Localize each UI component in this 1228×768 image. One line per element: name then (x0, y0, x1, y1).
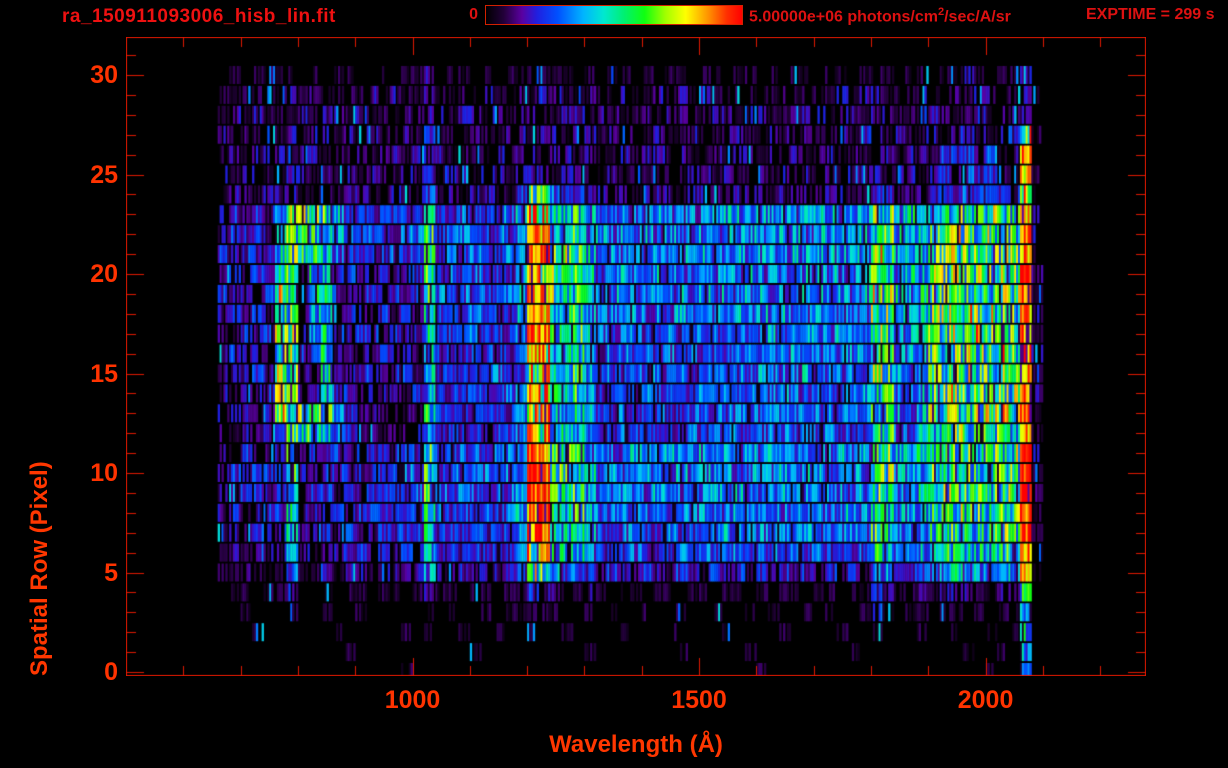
heatmap-canvas (126, 37, 1146, 676)
y-tick-label: 5 (104, 558, 118, 587)
page-title: ra_150911093006_hisb_lin.fit (62, 6, 336, 27)
y-axis-title: Spatial Row (Pixel) (26, 461, 53, 676)
x-tick-label: 1000 (384, 686, 441, 714)
colorbar-max-label: 5.00000e+06 photons/cm2/sec/A/sr (749, 6, 1011, 26)
colorbar-min-label: 0 (469, 6, 478, 23)
y-tick-label: 0 (104, 658, 118, 686)
y-tick-label: 20 (90, 260, 118, 288)
x-tick-label: 2000 (957, 686, 1014, 714)
x-axis-title: Wavelength (Å) (549, 731, 723, 758)
colorbar-unit-pre: photons/cm (842, 8, 938, 26)
y-tick-label: 30 (90, 61, 118, 89)
y-tick-label: 25 (90, 160, 118, 189)
colorbar (485, 5, 743, 25)
colorbar-max-value: 5.00000e+06 (749, 8, 843, 26)
exptime-label: EXPTIME = 299 s (1086, 6, 1215, 23)
y-tick-label: 10 (90, 459, 118, 487)
x-tick-label: 1500 (671, 686, 727, 714)
colorbar-gradient (486, 6, 742, 24)
y-tick-label: 15 (90, 359, 118, 388)
colorbar-unit-sup: 2 (937, 6, 945, 18)
colorbar-unit-post: /sec/A/sr (944, 8, 1011, 26)
